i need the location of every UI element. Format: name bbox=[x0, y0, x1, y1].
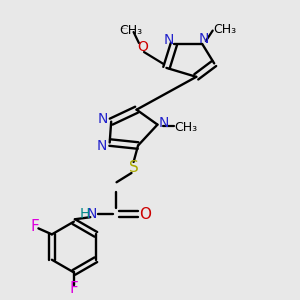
Text: CH₃: CH₃ bbox=[119, 24, 142, 37]
Text: CH₃: CH₃ bbox=[174, 121, 197, 134]
Text: N: N bbox=[159, 116, 169, 130]
Text: methoxy: methoxy bbox=[122, 28, 128, 29]
Text: N: N bbox=[163, 33, 174, 47]
Text: O: O bbox=[137, 40, 148, 54]
Text: S: S bbox=[129, 160, 139, 175]
Text: O: O bbox=[139, 207, 151, 222]
Text: N: N bbox=[87, 207, 97, 220]
Text: H: H bbox=[80, 207, 90, 220]
Text: N: N bbox=[96, 139, 106, 152]
Text: F: F bbox=[70, 281, 78, 296]
Text: CH₃: CH₃ bbox=[214, 22, 237, 36]
Text: N: N bbox=[199, 32, 209, 46]
Text: N: N bbox=[98, 112, 108, 126]
Text: F: F bbox=[30, 219, 39, 234]
